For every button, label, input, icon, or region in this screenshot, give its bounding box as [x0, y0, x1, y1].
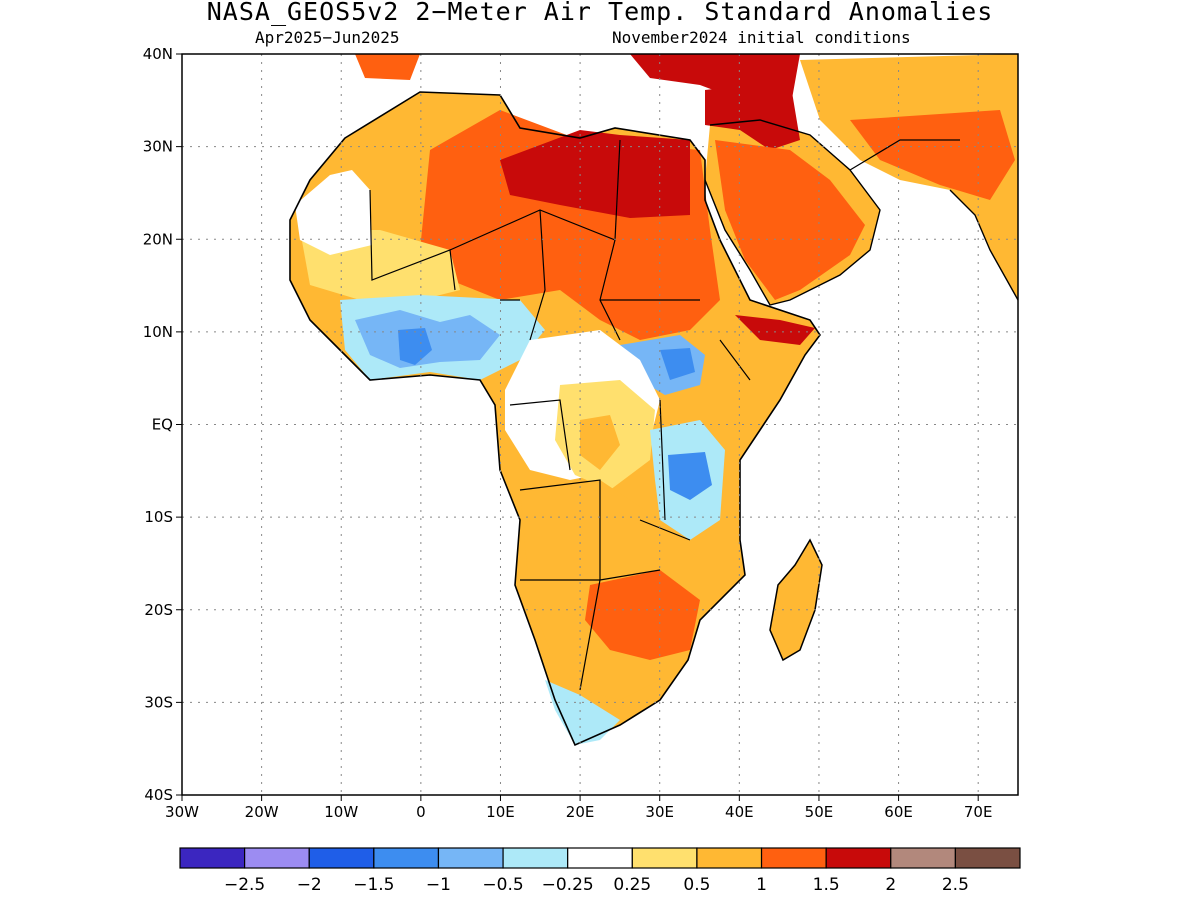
iran-orange: [850, 110, 1015, 200]
map-gridlines: [182, 54, 1018, 795]
colorbar-label: −1: [426, 875, 451, 895]
arabia-coastline: [704, 119, 881, 306]
colorbar-swatch: [954, 847, 1021, 869]
cape-cool: [545, 680, 620, 745]
colorbar-swatch: [631, 847, 698, 869]
lat-tick-label: 40S: [144, 786, 173, 804]
europe-strip: [355, 54, 420, 80]
colorbar-label: −2.5: [224, 875, 265, 895]
zimbabwe-core: [585, 570, 700, 660]
lon-tick-label: 30W: [165, 803, 199, 821]
lon-tick-label: 20W: [245, 803, 279, 821]
madagascar: [769, 538, 823, 662]
africa-coastline: [289, 91, 821, 747]
lat-tick-label: EQ: [152, 416, 173, 434]
lat-tick-label: 30S: [144, 693, 173, 711]
colorbar-swatch: [437, 847, 504, 869]
colorbar-label: −0.25: [542, 875, 594, 895]
ghana-blue: [398, 328, 432, 365]
longitude-ticks: 30W 20W 10W 0 10E 20E 30E 40E 50E 60E 70E: [165, 795, 992, 821]
map-area: [289, 54, 1018, 747]
lon-tick-label: 60E: [884, 803, 913, 821]
colorbar-label: 1.5: [813, 875, 840, 895]
lon-tick-label: 50E: [805, 803, 834, 821]
colorbar-swatch: [760, 847, 827, 869]
lat-tick-label: 20S: [144, 601, 173, 619]
colorbar-swatch: [890, 847, 956, 869]
colorbar-label: 2.5: [942, 875, 969, 895]
levant-core: [705, 80, 800, 150]
lon-tick-label: 40E: [725, 803, 754, 821]
india-coastline: [949, 189, 1018, 301]
lon-tick-label: 10E: [486, 803, 515, 821]
libya-egypt-core: [500, 130, 690, 218]
lat-tick-label: 20N: [143, 230, 173, 248]
colorbar-label: −2: [297, 875, 322, 895]
forecast-period: Apr2025−Jun2025: [255, 28, 400, 47]
colorbar-label: 0.5: [683, 875, 710, 895]
colorbar-swatch: [179, 847, 246, 869]
colorbar-label: −0.5: [482, 875, 523, 895]
western-sahara-white: [295, 170, 372, 255]
colorbar-label: 2: [885, 875, 896, 895]
lat-tick-label: 10S: [144, 508, 173, 526]
lon-tick-label: 70E: [964, 803, 993, 821]
colorbar-swatch: [567, 847, 633, 869]
lon-tick-label: 0: [416, 803, 426, 821]
colorbar-swatch: [244, 847, 310, 869]
tanzania-blue: [668, 452, 712, 500]
lon-tick-label: 20E: [566, 803, 595, 821]
congo-orange: [580, 415, 620, 470]
horn-core: [735, 315, 815, 345]
colorbar-swatch: [308, 847, 375, 869]
lon-tick-label: 10W: [324, 803, 358, 821]
arabia-orange: [715, 140, 865, 300]
ethiopia-blue: [660, 348, 695, 380]
lon-tick-label: 30E: [645, 803, 674, 821]
lat-tick-label: 10N: [143, 323, 173, 341]
initial-conditions: November2024 initial conditions: [612, 28, 911, 47]
colorbar-swatch: [373, 847, 440, 869]
colorbar-label: 0.25: [613, 875, 651, 895]
map-title: NASA_GEOS5v2 2−Meter Air Temp. Standard …: [206, 0, 994, 26]
country-borders: [369, 139, 960, 691]
colorbar-swatch: [502, 847, 569, 869]
colorbar-label: −1.5: [353, 875, 394, 895]
colorbar-swatch: [696, 847, 763, 869]
lat-tick-label: 40N: [143, 45, 173, 63]
colorbar-label: 1: [756, 875, 767, 895]
colorbar-swatch: [825, 847, 892, 869]
latitude-ticks: 40N 30N 20N 10N EQ 10S 20S 30S 40S: [143, 45, 182, 804]
colorbar: −2.5 −2 −1.5 −1 −0.5 −0.25 0.25 0.5 1 1.5 2 2.5: [179, 847, 1021, 895]
lat-tick-label: 30N: [143, 138, 173, 156]
